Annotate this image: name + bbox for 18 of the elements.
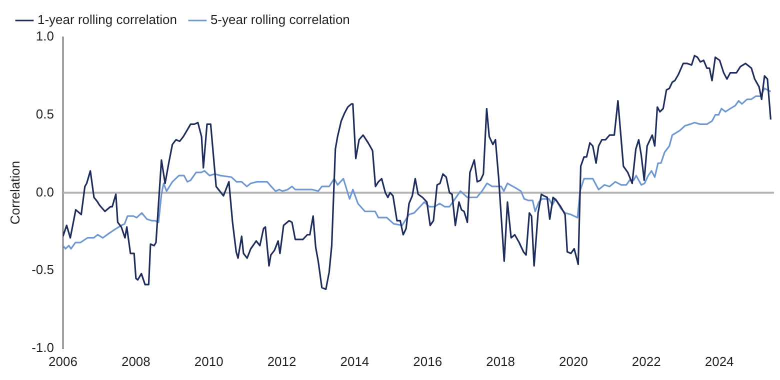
y-tick-label: 1.0	[36, 28, 54, 44]
legend-label: 1-year rolling correlation	[38, 12, 177, 28]
x-tick-label: 2006	[48, 354, 78, 369]
x-tick-label: 2014	[340, 354, 370, 369]
y-tick-label: -0.5	[32, 262, 54, 278]
x-tick-label: 2018	[486, 354, 515, 369]
x-tick-label: 2010	[194, 354, 224, 369]
y-tick-label: 0.0	[36, 184, 54, 200]
y-tick-label: 0.5	[36, 106, 54, 122]
x-tick-label: 2012	[267, 354, 296, 369]
legend-label: 5-year rolling correlation	[210, 12, 350, 28]
x-tick-label: 2024	[704, 354, 734, 369]
y-axis-title: Correlation	[7, 160, 22, 224]
y-tick-label: -1.0	[32, 340, 54, 355]
x-tick-label: 2022	[632, 354, 661, 369]
x-tick-label: 2016	[413, 354, 442, 369]
x-tick-label: 2020	[559, 354, 588, 369]
x-tick-label: 2008	[121, 354, 150, 369]
